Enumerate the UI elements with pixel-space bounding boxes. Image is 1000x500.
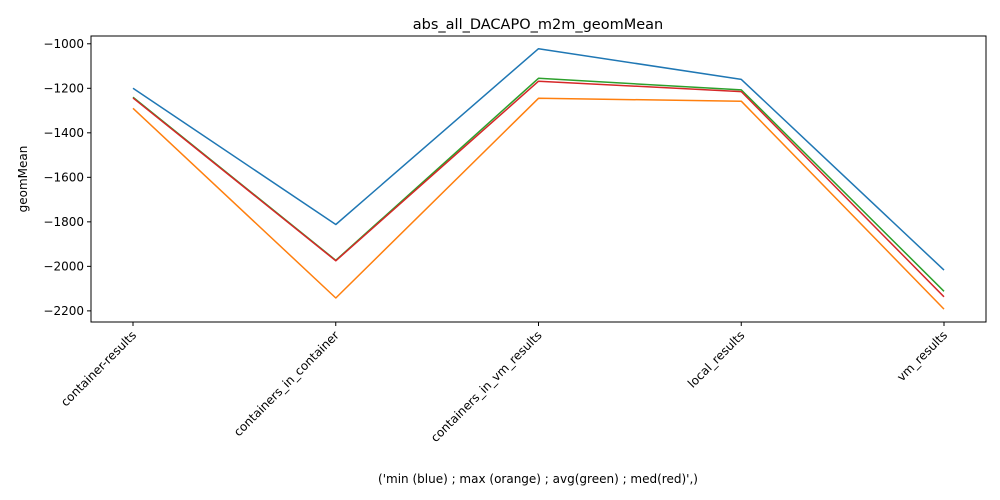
series-line-0 (132, 47, 945, 271)
y-tick-label: −2000 (43, 259, 84, 273)
x-axis: container-results containers_in_container… (58, 322, 950, 445)
x-tick-label: containers_in_container (231, 328, 342, 439)
y-axis: −2200 −2000 −1800 −1600 −1400 −1200 −1000 (43, 37, 91, 318)
series-line-3 (132, 80, 945, 298)
chart-title: abs_all_DACAPO_m2m_geomMean (413, 17, 663, 33)
x-tick-label: local_results (685, 328, 747, 390)
x-tick-label: container-results (58, 328, 139, 409)
y-axis-label: geomMean (16, 146, 30, 213)
series-layer (132, 47, 945, 310)
x-tick-label: vm_results (894, 328, 950, 384)
plot-area (91, 36, 986, 322)
y-tick-label: −1600 (43, 170, 84, 184)
x-axis-label: ('min (blue) ; max (orange) ; avg(green)… (378, 472, 698, 486)
y-tick-label: −1800 (43, 215, 84, 229)
x-tick-label: containers_in_vm_results (428, 328, 545, 445)
series-line-1 (132, 97, 945, 310)
y-tick-label: −1000 (43, 37, 84, 51)
y-tick-label: −1200 (43, 81, 84, 95)
y-tick-label: −1400 (43, 126, 84, 140)
y-tick-label: −2200 (43, 304, 84, 318)
